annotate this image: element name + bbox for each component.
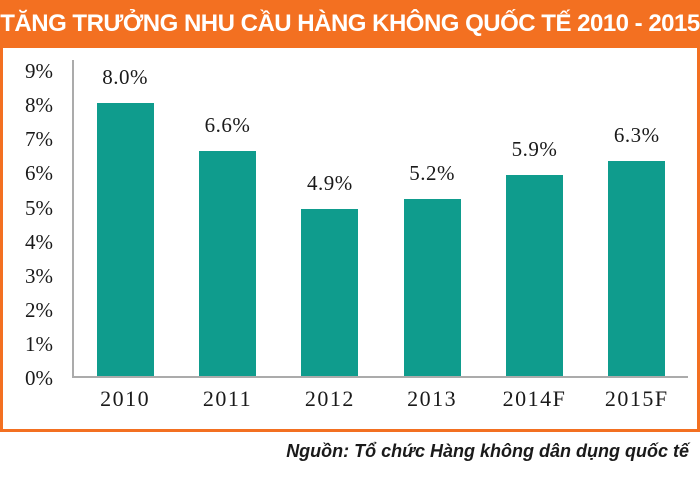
bar-group: 5.2% 2013 [381, 60, 483, 411]
bar-group: 4.9% 2012 [279, 60, 381, 411]
y-axis-tick-label: 7% [25, 127, 53, 152]
bar [403, 198, 461, 376]
bar [198, 150, 256, 376]
bar-group: 8.0% 2010 [74, 60, 176, 411]
x-axis-label: 2010 [100, 386, 151, 411]
y-axis-tick-label: 4% [25, 229, 53, 254]
y-axis-tick-label: 9% [25, 59, 53, 84]
bar-value-label: 4.9% [306, 170, 353, 195]
x-axis-label: 2014F [502, 386, 567, 411]
y-axis-tick-label: 3% [25, 263, 53, 288]
x-axis-label: 2012 [304, 386, 355, 411]
y-axis-tick-label: 2% [25, 297, 53, 322]
chart-title-banner: TĂNG TRƯỞNG NHU CẦU HÀNG KHÔNG QUỐC TẾ 2… [0, 0, 700, 48]
y-axis: 0% 1% 2% 3% 4% 5% 6% 7% 8% 9% [3, 48, 53, 429]
y-axis-tick-label: 6% [25, 161, 53, 186]
bar-value-label: 6.6% [204, 112, 251, 137]
chart-frame: 0% 1% 2% 3% 4% 5% 6% 7% 8% 9% 8.0% 2010 6.6% 2011 4.9… [0, 48, 700, 432]
bar-group: 6.6% 2011 [176, 60, 278, 411]
bar-value-label: 5.2% [409, 160, 456, 185]
bar [96, 103, 154, 376]
bar-value-label: 5.9% [511, 136, 558, 161]
y-axis-tick-label: 8% [25, 93, 53, 118]
bar [505, 174, 563, 376]
source-note: Nguồn: Tổ chức Hàng không dân dụng quốc … [286, 441, 689, 461]
y-axis-tick-label: 5% [25, 195, 53, 220]
bar [301, 208, 359, 376]
bar-group: 6.3% 2015F [586, 60, 688, 411]
y-axis-tick-label: 0% [25, 366, 53, 390]
bar-group: 5.9% 2014F [483, 60, 585, 411]
bar [608, 161, 666, 376]
y-axis-tick-label: 1% [25, 331, 53, 356]
bar-value-label: 6.3% [613, 123, 660, 148]
chart-title: TĂNG TRƯỞNG NHU CẦU HÀNG KHÔNG QUỐC TẾ 2… [0, 10, 700, 37]
plot-area: 8.0% 2010 6.6% 2011 4.9% 2012 5.2% 2013 5.9% 2014… [72, 60, 688, 411]
x-axis-label: 2015F [604, 386, 669, 411]
x-axis-label: 2013 [407, 386, 458, 411]
bar-value-label: 8.0% [102, 65, 149, 90]
x-axis-label: 2011 [202, 386, 253, 411]
